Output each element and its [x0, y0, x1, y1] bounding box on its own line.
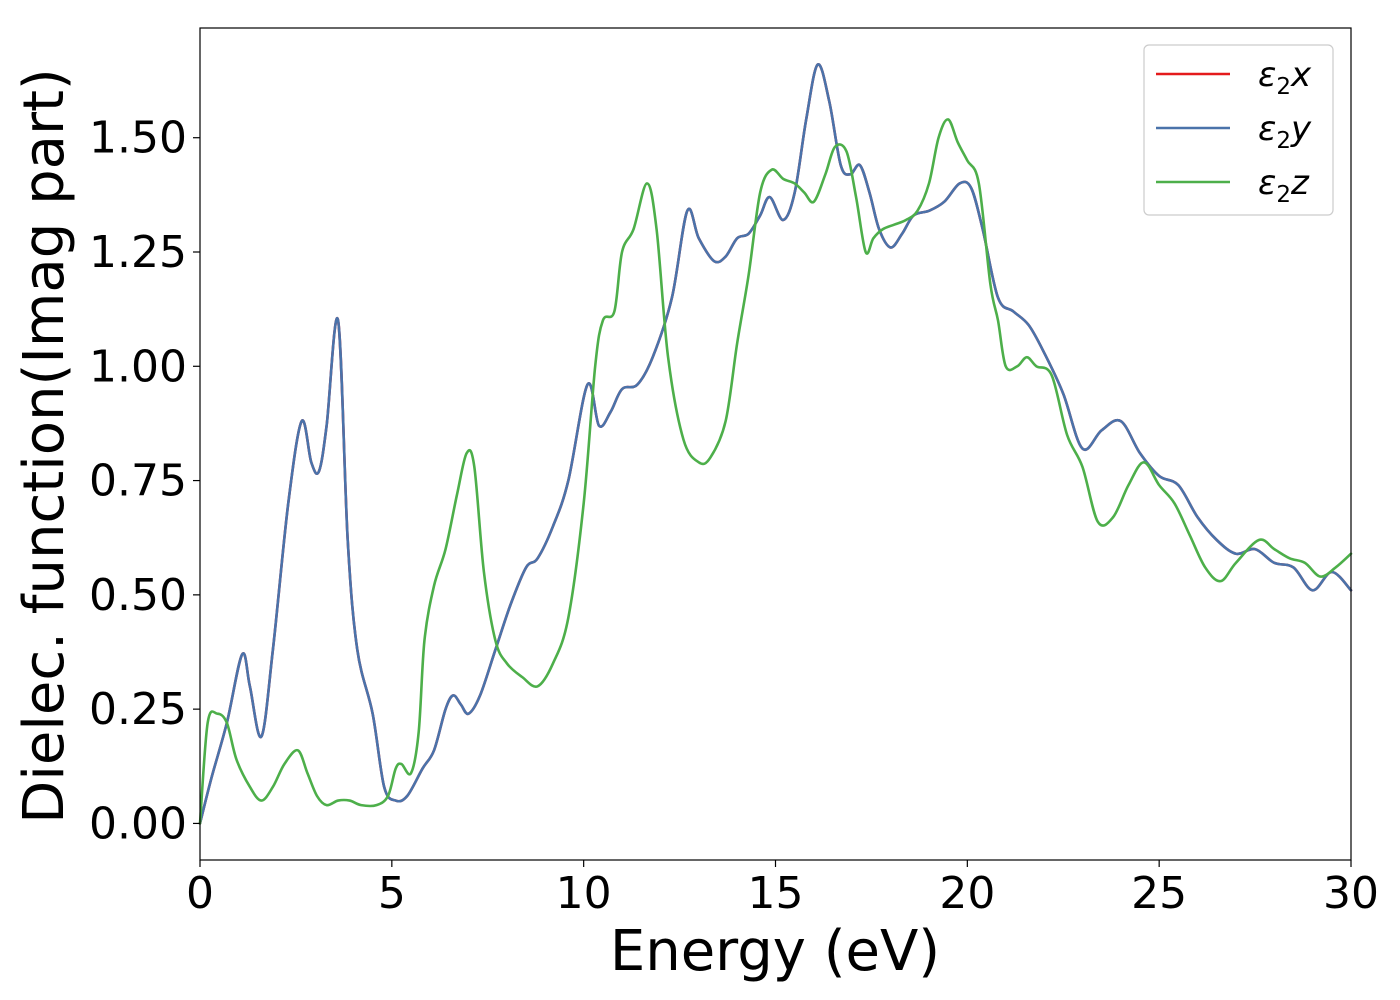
series-line-y	[198, 63, 1353, 825]
y-tick-label: 0.00	[89, 798, 187, 849]
y-axis-label: Dielec. function(Imag part)	[12, 68, 77, 824]
x-axis-ticks: 0 5 10 15 20 25 30	[186, 860, 1379, 919]
y-tick-label: 0.50	[89, 570, 187, 621]
x-tick-label: 25	[1131, 868, 1187, 919]
legend-label-y: ε2y	[1258, 109, 1312, 154]
legend: ε2x ε2y ε2z	[1143, 44, 1334, 216]
legend-label-x: ε2x	[1258, 55, 1312, 100]
x-tick-label: 0	[186, 868, 214, 919]
y-axis-ticks: 0.00 0.25 0.50 0.75 1.00 1.25 1.50	[89, 113, 200, 849]
y-tick-label: 0.75	[89, 456, 187, 507]
x-tick-label: 15	[748, 868, 804, 919]
y-tick-label: 1.50	[89, 113, 187, 164]
legend-frame	[1143, 44, 1334, 216]
x-tick-label: 5	[378, 868, 406, 919]
plot-lines	[198, 63, 1353, 825]
legend-label-z: ε2z	[1258, 163, 1310, 208]
series-line-z	[198, 118, 1353, 825]
x-tick-label: 20	[939, 868, 995, 919]
x-tick-label: 10	[556, 868, 612, 919]
y-tick-label: 0.25	[89, 684, 187, 735]
y-tick-label: 1.00	[89, 341, 187, 392]
x-tick-label: 30	[1323, 868, 1379, 919]
x-axis-label: Energy (eV)	[610, 919, 940, 984]
y-tick-label: 1.25	[89, 227, 187, 278]
